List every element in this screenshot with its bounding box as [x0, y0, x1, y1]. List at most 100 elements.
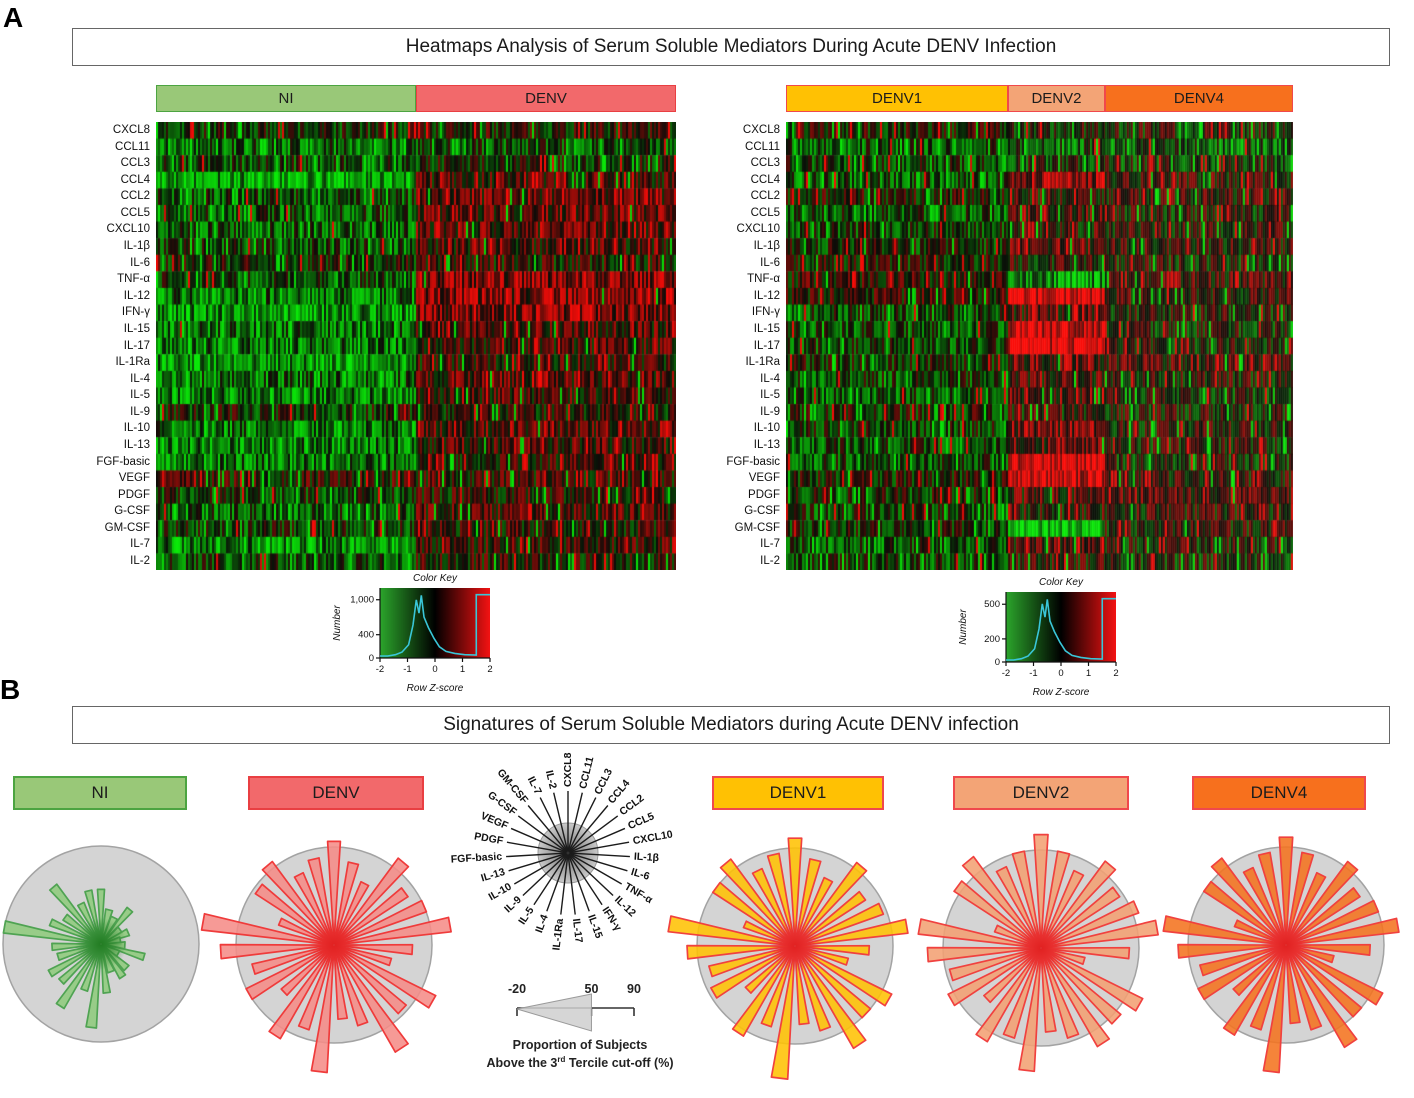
- legend-mediator-label: CXCL8: [562, 752, 574, 787]
- row-label: FGF-basic: [726, 455, 780, 468]
- radar-bar: [1041, 948, 1144, 1012]
- row-label: IL-4: [760, 372, 780, 385]
- legend-spoke: [522, 853, 568, 897]
- svg-text:200: 200: [984, 634, 1000, 645]
- radar-bar: [1018, 949, 1042, 1073]
- legend-spoke: [539, 797, 568, 852]
- scale-tick-label: 90: [627, 982, 641, 996]
- heatmap-group-denv1: DENV1: [786, 85, 1009, 112]
- radar-bar: [917, 918, 1040, 949]
- radar-bar: [1287, 917, 1400, 946]
- radar-bar: [1041, 948, 1111, 1048]
- legend-mediator-label: IL-7: [525, 775, 544, 797]
- mediator-spoke-legend: CXCL8 CCL11CCL3CCL4CCL2CCL5CXCL10IL-1βIL-…: [450, 752, 673, 951]
- heatmap-left-group-header: NI DENV: [156, 85, 676, 112]
- heatmap-serotypes: [786, 122, 1293, 570]
- legend-spoke: [546, 854, 569, 912]
- radar-bar: [719, 858, 795, 946]
- row-label: IL-7: [130, 538, 150, 551]
- row-label: IL-17: [123, 339, 150, 352]
- group-box-ni: NI: [13, 776, 187, 810]
- radar-bar: [1262, 946, 1287, 1074]
- radar-bar: [795, 946, 867, 1050]
- radar-bar: [334, 899, 428, 946]
- radar-bar: [1040, 850, 1071, 947]
- row-label: TNF-α: [747, 273, 780, 286]
- row-label: CXCL10: [106, 223, 150, 236]
- row-label: CCL3: [750, 157, 780, 170]
- row-label: CCL4: [120, 173, 150, 186]
- radar-bar: [711, 881, 795, 946]
- svg-text:Number: Number: [958, 609, 969, 645]
- heatmap-ni-denv: [156, 122, 676, 570]
- legend-mediator-label: IL-1Ra: [550, 918, 566, 951]
- row-label: IL-15: [123, 322, 150, 335]
- svg-text:0: 0: [995, 657, 1000, 668]
- legend-spoke: [568, 797, 597, 852]
- row-label: IFN-γ: [751, 306, 780, 319]
- svg-text:-1: -1: [1029, 668, 1037, 679]
- radar-bar: [795, 861, 868, 946]
- radar-bar: [200, 912, 333, 946]
- radar-bar: [334, 945, 437, 1009]
- group-box-denv2: DENV2: [953, 776, 1129, 810]
- legend-spoke: [527, 805, 568, 853]
- svg-text:2: 2: [487, 664, 492, 675]
- radar-bar: [710, 946, 795, 999]
- radar-bar: [795, 946, 893, 1007]
- radar-bar: [1033, 833, 1049, 947]
- radar-bar: [219, 943, 333, 960]
- radar-chart-denv1: [667, 837, 909, 1080]
- radar-bar: [1202, 880, 1286, 945]
- radar-bar: [1162, 915, 1285, 946]
- radar-bar: [254, 883, 334, 945]
- row-label: FGF-basic: [96, 455, 150, 468]
- legend-spoke: [510, 827, 567, 854]
- radar-center-glow: [1260, 919, 1312, 971]
- row-label: IL-1β: [753, 240, 780, 253]
- radar-bar: [975, 948, 1041, 1043]
- svg-text:-1: -1: [403, 664, 411, 675]
- heatmap-left-row-labels: CXCL8 CCL11 CCL3 CCL4 CCL2 CCL5 CXCL10 IL-1β IL-…: [58, 122, 150, 570]
- legend-mediator-label: IL-13: [480, 866, 507, 885]
- radar-bar: [1286, 899, 1380, 946]
- radar-bar: [1041, 900, 1140, 949]
- legend-mediator-label: IL-4: [533, 913, 551, 935]
- legend-spoke: [553, 792, 569, 852]
- svg-text:Color Key: Color Key: [413, 573, 458, 584]
- row-label: IL-1β: [123, 240, 150, 253]
- radar-center-glow: [769, 920, 821, 972]
- radar-bar: [1041, 860, 1117, 948]
- radar-bar: [787, 837, 803, 945]
- row-label: CCL11: [115, 140, 150, 153]
- legend-spoke: [533, 853, 568, 906]
- group-box-denv1: DENV1: [712, 776, 884, 810]
- panel-b-label: B: [0, 674, 21, 705]
- row-label: TNF-α: [117, 273, 150, 286]
- radar-bar: [1278, 836, 1294, 944]
- legend-spoke: [506, 841, 567, 854]
- radar-bar: [268, 945, 334, 1040]
- radar-bar: [334, 857, 410, 945]
- svg-text:1,000: 1,000: [350, 595, 374, 606]
- svg-text:0: 0: [1058, 668, 1063, 679]
- radar-bar: [2, 920, 100, 945]
- panel-a-label: A: [3, 2, 24, 33]
- radar-bar: [686, 944, 794, 960]
- panel-b-title: Signatures of Serum Soluble Mediators du…: [72, 706, 1390, 744]
- radar-bar: [1210, 857, 1286, 945]
- heatmap-right-row-labels: CXCL8 CCL11 CCL3 CCL4 CCL2 CCL5 CXCL10 IL-1β IL-…: [688, 122, 780, 570]
- svg-text:-2: -2: [1002, 668, 1010, 679]
- legend-spoke: [567, 854, 590, 912]
- row-label: CXCL8: [742, 124, 780, 136]
- radar-bar: [245, 945, 334, 1001]
- legend-spoke: [506, 852, 567, 858]
- svg-text:400: 400: [358, 630, 374, 641]
- legend-mediator-label: IL-15: [585, 913, 605, 940]
- legend-spoke: [568, 815, 619, 853]
- svg-text:1: 1: [1086, 668, 1091, 679]
- svg-text:2: 2: [1113, 668, 1118, 679]
- svg-text:0: 0: [432, 664, 437, 675]
- row-label: PDGF: [118, 488, 150, 501]
- radar-bar: [1041, 948, 1122, 1025]
